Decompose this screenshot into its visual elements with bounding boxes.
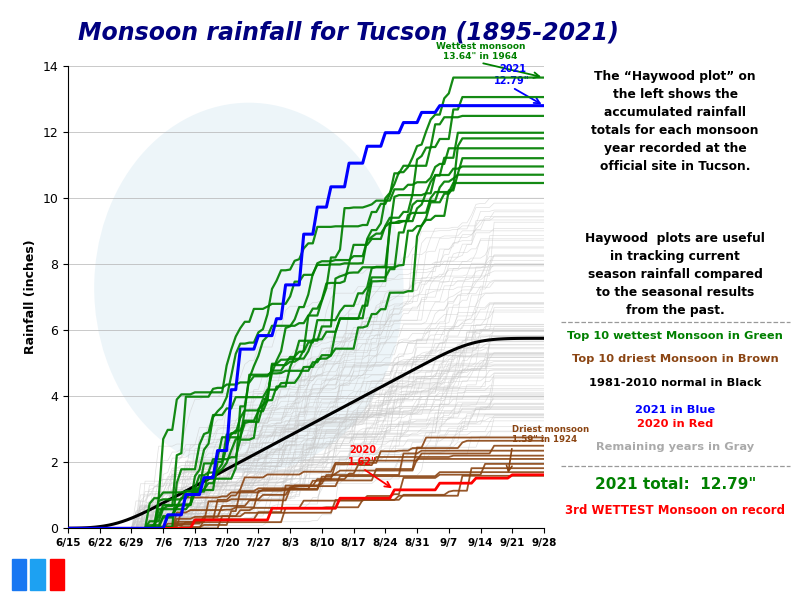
Y-axis label: Rainfall (inches): Rainfall (inches)	[24, 239, 37, 355]
Text: Top 10 driest Monsoon in Brown: Top 10 driest Monsoon in Brown	[572, 355, 778, 365]
Text: Remaining years in Gray: Remaining years in Gray	[596, 442, 754, 453]
Text: 2021
12.79": 2021 12.79"	[494, 64, 530, 86]
Text: The “Haywood plot” on
the left shows the
accumulated rainfall
totals for each mo: The “Haywood plot” on the left shows the…	[591, 70, 759, 173]
Text: 1981-2010 normal in Black: 1981-2010 normal in Black	[589, 377, 762, 387]
Text: NWSTucson: NWSTucson	[76, 568, 158, 581]
Text: 2021 total:  12.79": 2021 total: 12.79"	[594, 477, 756, 492]
Bar	[50, 559, 64, 590]
Text: Wettest monsoon
13.64" in 1964: Wettest monsoon 13.64" in 1964	[436, 42, 526, 61]
Text: Monsoon 2021: Monsoon 2021	[343, 568, 457, 581]
Text: 2020 in Red: 2020 in Red	[637, 419, 714, 429]
Text: Top 10 wettest Monsoon in Green: Top 10 wettest Monsoon in Green	[567, 331, 783, 341]
Text: Haywood  plots are useful
in tracking current
season rainfall compared
to the se: Haywood plots are useful in tracking cur…	[586, 232, 765, 317]
Text: 2020
1.62": 2020 1.62"	[348, 445, 377, 467]
Text: 3rd WETTEST Monsoon on record: 3rd WETTEST Monsoon on record	[565, 504, 785, 517]
Text: 2021 in Blue: 2021 in Blue	[635, 405, 715, 416]
Text: Monsoon rainfall for Tucson (1895-2021): Monsoon rainfall for Tucson (1895-2021)	[78, 21, 618, 45]
Text: Driest monsoon
1.59" in 1924: Driest monsoon 1.59" in 1924	[512, 425, 590, 444]
Text: weather.gov/tucson: weather.gov/tucson	[638, 568, 776, 581]
Bar	[30, 559, 45, 590]
Ellipse shape	[94, 103, 403, 473]
Bar	[12, 559, 26, 590]
